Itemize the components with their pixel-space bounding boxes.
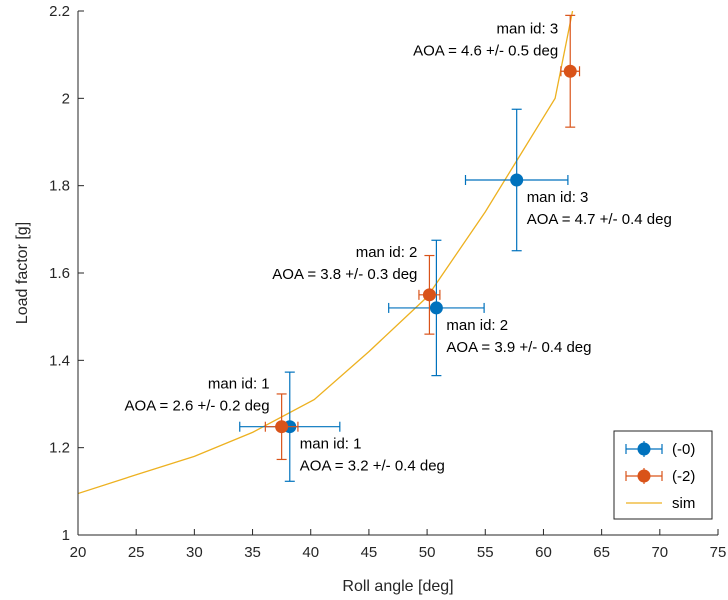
annotation-line: AOA = 4.7 +/- 0.4 deg [527,211,672,228]
x-tick-label: 40 [302,544,319,561]
data-point-(-2) [560,14,581,128]
data-marker [422,288,436,302]
annotation-line: AOA = 3.8 +/- 0.3 deg [272,266,417,283]
x-tick-label: 65 [593,544,610,561]
annotation: man id: 3 AOA = 4.6 +/- 0.5 deg [413,20,558,59]
x-tick-label: 70 [651,544,668,561]
data-point-(-0) [464,108,569,252]
legend-item: (-2) [625,468,695,485]
x-tick-label: 60 [535,544,552,561]
data-marker [563,64,577,78]
y-tick-label: 1.8 [49,178,70,195]
annotation: man id: 1 AOA = 3.2 +/- 0.4 deg [300,436,445,475]
x-tick-label: 75 [710,544,727,561]
axes: 20 25 30 35 40 45 50 55 60 65 70 75 1 1.2 1.4 1.6 1.8 2 2.… [49,3,726,561]
data-marker [429,301,443,315]
x-tick-label: 55 [477,544,494,561]
annotation-line: man id: 2 [446,317,508,334]
annotation-line: man id: 3 [497,20,559,37]
legend: (-0) (-2) sim [613,430,713,520]
annotation-line: man id: 3 [527,189,589,206]
legend-swatch-marker [637,469,651,483]
annotation-line: AOA = 3.2 +/- 0.4 deg [300,458,445,475]
legend-label: sim [672,495,695,512]
annotation-line: AOA = 3.9 +/- 0.4 deg [446,339,591,356]
annotation: man id: 1 AOA = 2.6 +/- 0.2 deg [125,376,270,415]
x-tick-label: 45 [361,544,378,561]
legend-label: (-2) [672,468,695,485]
x-tick-label: 20 [70,544,87,561]
annotations: man id: 1 AOA = 2.6 +/- 0.2 deg man id: 1 A… [125,20,672,474]
y-tick-label: 2.2 [49,3,70,20]
data-marker [510,173,524,187]
series-line-sim [78,11,574,495]
x-tick-label: 50 [419,544,436,561]
data-marker [275,420,289,434]
legend-box [613,430,713,520]
series-lines [78,11,574,495]
data-point-(-0) [388,239,485,377]
data-point-(-2) [264,393,299,461]
x-tick-label: 30 [186,544,203,561]
x-tick-label: 35 [244,544,261,561]
annotation-line: man id: 1 [300,436,362,453]
x-axis-label: Roll angle [deg] [342,578,453,595]
annotation-line: man id: 2 [356,244,418,261]
legend-item: (-0) [625,441,695,458]
plot-area [78,11,581,495]
annotation-line: AOA = 2.6 +/- 0.2 deg [125,398,270,415]
y-tick-label: 1.2 [49,440,70,457]
annotation: man id: 2 AOA = 3.8 +/- 0.3 deg [272,244,417,283]
annotation: man id: 3 AOA = 4.7 +/- 0.4 deg [527,189,672,228]
y-tick-label: 2 [62,90,70,107]
y-tick-label: 1.6 [49,265,70,282]
y-tick-label: 1 [62,527,70,544]
annotation-line: man id: 1 [208,376,270,393]
annotation-line: AOA = 4.6 +/- 0.5 deg [413,42,558,59]
y-tick-label: 1.4 [49,352,70,369]
legend-item: sim [626,495,695,512]
x-tick-label: 25 [128,544,145,561]
y-axis-label: Load factor [g] [14,222,31,324]
annotation: man id: 2 AOA = 3.9 +/- 0.4 deg [446,317,591,356]
legend-label: (-0) [672,441,695,458]
data-point-(-2) [418,254,441,335]
legend-swatch-marker [637,442,651,456]
